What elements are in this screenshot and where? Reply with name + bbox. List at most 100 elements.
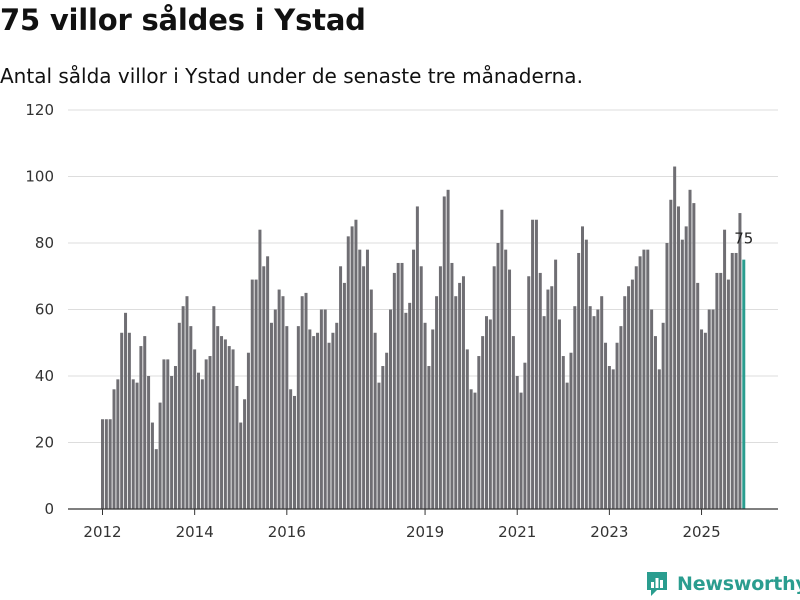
bar <box>308 329 312 509</box>
x-tick-label: 2016 <box>268 523 306 541</box>
bar <box>200 379 204 509</box>
bar <box>143 336 147 509</box>
bar <box>158 402 162 509</box>
y-tick-label: 40 <box>35 367 54 385</box>
bar <box>588 306 592 509</box>
bar <box>730 252 734 509</box>
bar <box>427 366 431 509</box>
bar <box>531 219 535 510</box>
x-tick-label: 2019 <box>406 523 444 541</box>
bar <box>515 376 519 509</box>
bar <box>554 259 558 510</box>
bar <box>492 266 496 509</box>
bar <box>262 266 266 509</box>
bar <box>227 346 231 509</box>
bar <box>101 419 104 509</box>
bar <box>304 292 308 510</box>
bar <box>323 309 327 509</box>
bar <box>120 332 124 509</box>
bar <box>592 316 596 509</box>
bar <box>223 339 227 509</box>
bar <box>331 332 335 509</box>
bar <box>377 382 381 509</box>
bar <box>485 316 488 509</box>
bar <box>469 389 473 509</box>
bar <box>104 419 108 509</box>
y-tick-label: 60 <box>35 301 54 319</box>
bar <box>719 272 723 509</box>
bar <box>577 252 581 509</box>
bar <box>454 296 458 509</box>
bar <box>688 189 692 510</box>
bar <box>296 326 300 510</box>
bar <box>561 356 565 509</box>
bar <box>162 359 166 510</box>
bar <box>657 369 661 509</box>
x-tick-label: 2012 <box>83 523 121 541</box>
bar <box>546 289 550 509</box>
bar <box>423 322 427 509</box>
y-tick-label: 20 <box>35 434 54 452</box>
bar <box>127 332 131 509</box>
bar <box>339 266 343 509</box>
bar <box>542 316 546 509</box>
bar <box>216 326 220 510</box>
bar <box>266 256 270 509</box>
bar <box>500 209 504 509</box>
bar <box>611 369 615 509</box>
x-tick-label: 2014 <box>176 523 214 541</box>
newsworthy-icon <box>647 572 667 596</box>
bar <box>634 266 638 509</box>
bar <box>392 272 396 509</box>
bar <box>581 226 584 510</box>
bar <box>458 282 462 509</box>
bar <box>181 306 185 509</box>
bar <box>154 449 158 509</box>
y-tick-label: 0 <box>44 500 54 518</box>
bar <box>365 249 369 509</box>
bar <box>677 206 680 509</box>
bar <box>385 352 389 509</box>
bar <box>212 306 216 509</box>
bar <box>250 279 254 509</box>
bar <box>239 422 243 509</box>
bar <box>461 276 465 509</box>
bar <box>173 366 177 509</box>
bar <box>350 226 354 510</box>
bar <box>519 392 523 510</box>
bar <box>615 342 619 509</box>
bar <box>673 166 677 509</box>
bar <box>419 266 423 509</box>
bar <box>707 309 711 509</box>
bar <box>220 336 224 509</box>
bar <box>477 356 481 509</box>
bar <box>362 266 366 509</box>
bar <box>166 359 170 510</box>
bar <box>607 366 611 509</box>
bar <box>319 309 323 509</box>
bar <box>630 279 634 509</box>
bar <box>504 249 508 509</box>
bar <box>116 379 120 509</box>
bar <box>246 352 250 509</box>
bar <box>415 206 419 509</box>
bar <box>189 326 193 510</box>
bar <box>277 289 281 509</box>
bar <box>642 249 646 509</box>
bar <box>734 252 738 509</box>
bar <box>715 272 719 509</box>
newsworthy-logo: Newsworthy <box>645 570 800 597</box>
bar <box>508 269 512 509</box>
bar <box>700 329 704 509</box>
bar <box>389 309 392 509</box>
bar <box>473 392 477 510</box>
bar <box>573 306 577 509</box>
bar <box>408 302 412 509</box>
bar <box>131 379 135 509</box>
bar <box>316 332 320 509</box>
bar <box>273 309 277 509</box>
highlight-data-label: 75 <box>734 230 753 248</box>
bar <box>619 326 623 510</box>
bar <box>412 249 416 509</box>
